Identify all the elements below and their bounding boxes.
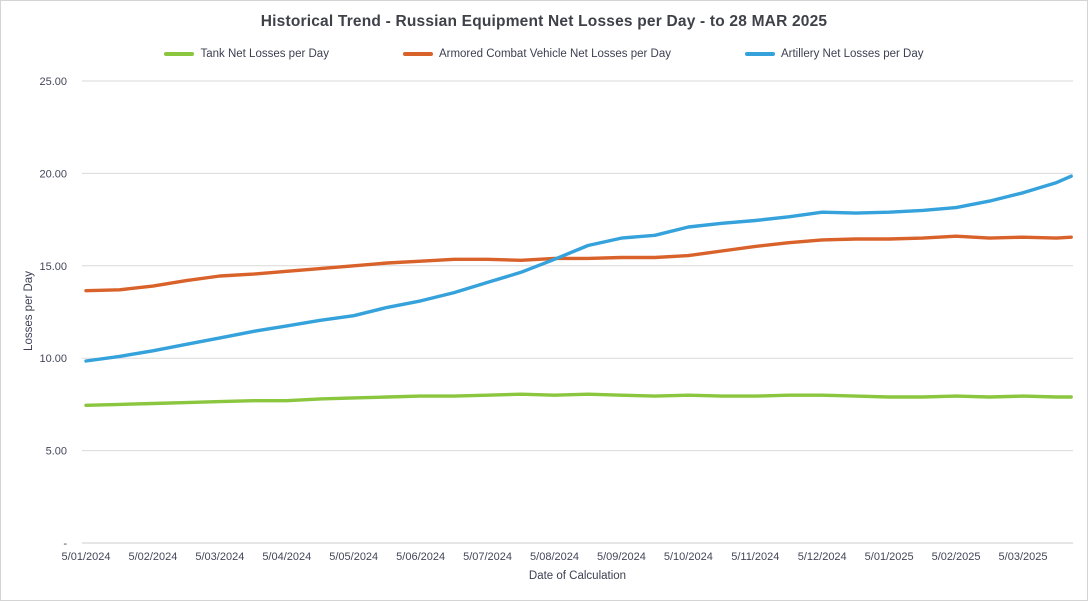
- x-tick-label: 5/12/2024: [798, 551, 847, 563]
- x-tick-label: 5/01/2024: [62, 551, 111, 563]
- legend-swatch-tank: [164, 52, 195, 56]
- x-tick-label: 5/08/2024: [530, 551, 579, 563]
- legend-label-tank: Tank Net Losses per Day: [200, 48, 329, 60]
- x-tick-label: 5/02/2024: [128, 551, 177, 563]
- x-tick-label: 5/03/2024: [195, 551, 244, 563]
- legend-item-acv: Armored Combat Vehicle Net Losses per Da…: [402, 48, 671, 60]
- y-tick-label: 25.00: [39, 76, 67, 88]
- y-tick-label: 20.00: [39, 168, 67, 180]
- y-axis-title: Losses per Day: [23, 271, 35, 351]
- y-tick-label: 10.00: [39, 353, 67, 365]
- series-line-artillery: [84, 174, 1073, 363]
- legend-label-artillery: Artillery Net Losses per Day: [780, 48, 924, 60]
- x-tick-label: 5/05/2024: [329, 551, 378, 563]
- y-tick-label: 15.00: [39, 261, 67, 273]
- legend-swatch-artillery: [744, 52, 775, 56]
- series-line-acv: [84, 234, 1073, 293]
- x-tick-label: 5/10/2024: [664, 551, 713, 563]
- legend-item-artillery: Artillery Net Losses per Day: [744, 48, 924, 60]
- y-tick-label: -: [63, 538, 67, 550]
- x-tick-label: 5/04/2024: [262, 551, 311, 563]
- legend-label-acv: Armored Combat Vehicle Net Losses per Da…: [438, 48, 671, 60]
- x-tick-label: 5/07/2024: [463, 551, 512, 563]
- y-tick-label: 5.00: [46, 446, 67, 458]
- legend-item-tank: Tank Net Losses per Day: [164, 48, 329, 60]
- chart-title: Historical Trend - Russian Equipment Net…: [260, 13, 828, 30]
- x-tick-label: 5/11/2024: [731, 551, 779, 563]
- x-tick-label: 5/06/2024: [396, 551, 445, 563]
- x-tick-label: 5/09/2024: [597, 551, 646, 563]
- chart-legend: Tank Net Losses per Day Armored Combat Ve…: [1, 48, 1087, 60]
- x-tick-label: 5/02/2025: [932, 551, 981, 563]
- series-line-tank: [84, 392, 1073, 407]
- x-tick-label: 5/03/2025: [999, 551, 1048, 563]
- legend-swatch-acv: [402, 52, 433, 56]
- x-tick-label: 5/01/2025: [865, 551, 914, 563]
- x-axis-title: Date of Calculation: [528, 570, 627, 582]
